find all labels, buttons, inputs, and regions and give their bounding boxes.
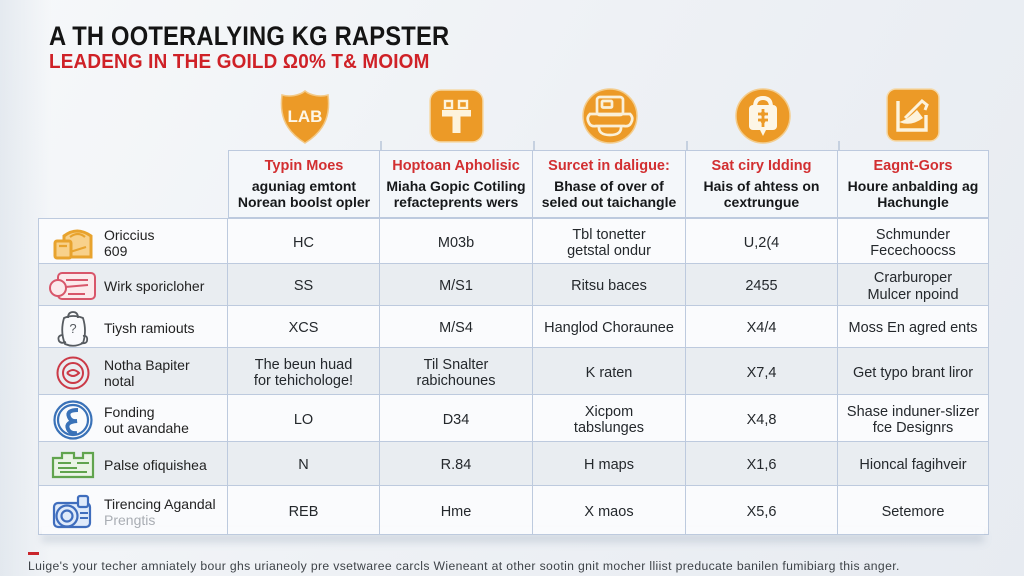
svg-text:?: ? [69,321,76,336]
svg-text:LAB: LAB [288,107,323,126]
